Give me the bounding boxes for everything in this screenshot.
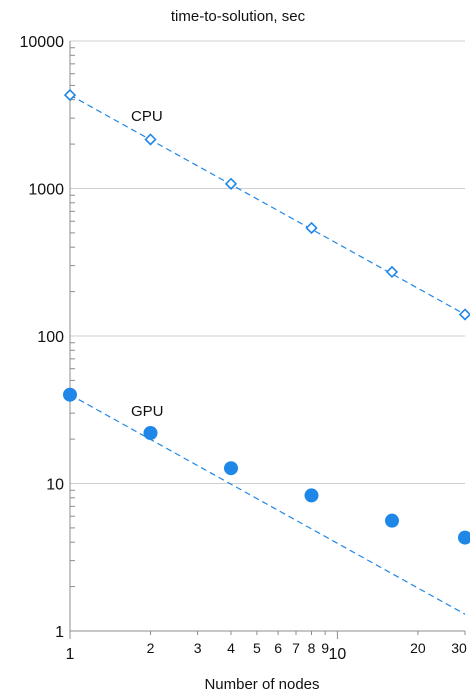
point-cpu bbox=[144, 133, 157, 146]
x-tick-label-2: 2 bbox=[147, 640, 155, 656]
point-cpu bbox=[224, 177, 238, 190]
point-cpu bbox=[458, 308, 470, 321]
x-tick-label-10: 10 bbox=[329, 646, 347, 663]
point-gpu bbox=[384, 513, 399, 528]
x-axis-label: Number of nodes bbox=[204, 676, 319, 693]
trend-line-gpu bbox=[69, 394, 466, 615]
x-tick-label-5: 5 bbox=[253, 640, 261, 656]
x-tick-label-4: 4 bbox=[227, 640, 235, 656]
x-tick-label-8: 8 bbox=[308, 640, 316, 656]
point-cpu bbox=[385, 265, 399, 279]
point-gpu bbox=[63, 387, 77, 402]
y-tick-label-10: 10 bbox=[46, 477, 64, 494]
x-tick-label-6: 6 bbox=[274, 640, 282, 656]
trend-layer bbox=[69, 94, 466, 615]
label-layer: time-to-solution, sec Number of nodes CP… bbox=[20, 8, 467, 693]
x-tick-label-7: 7 bbox=[292, 640, 300, 656]
chart-title: time-to-solution, sec bbox=[171, 8, 306, 25]
point-cpu bbox=[63, 88, 77, 102]
x-tick-label-30: 30 bbox=[451, 640, 467, 656]
y-tick-label-1: 1 bbox=[55, 624, 64, 641]
point-cpu bbox=[305, 221, 318, 235]
x-tick-label-1: 1 bbox=[66, 646, 75, 663]
y-tick-label-1000: 1000 bbox=[28, 182, 64, 199]
series-label-cpu: CPU bbox=[131, 108, 163, 125]
trend-line-cpu bbox=[69, 94, 466, 315]
y-tick-label-10000: 10000 bbox=[20, 34, 65, 51]
point-gpu bbox=[304, 488, 319, 503]
x-tick-label-3: 3 bbox=[194, 640, 202, 656]
x-tick-label-9: 9 bbox=[321, 640, 329, 656]
point-gpu bbox=[458, 530, 470, 545]
x-tick-label-20: 20 bbox=[410, 640, 426, 656]
point-gpu bbox=[223, 461, 238, 476]
point-gpu bbox=[143, 425, 158, 440]
axis-layer bbox=[69, 41, 466, 639]
grid-layer bbox=[70, 40, 465, 484]
y-tick-label-100: 100 bbox=[37, 329, 64, 346]
series-label-gpu: GPU bbox=[131, 403, 164, 420]
marker-layer bbox=[63, 88, 470, 545]
